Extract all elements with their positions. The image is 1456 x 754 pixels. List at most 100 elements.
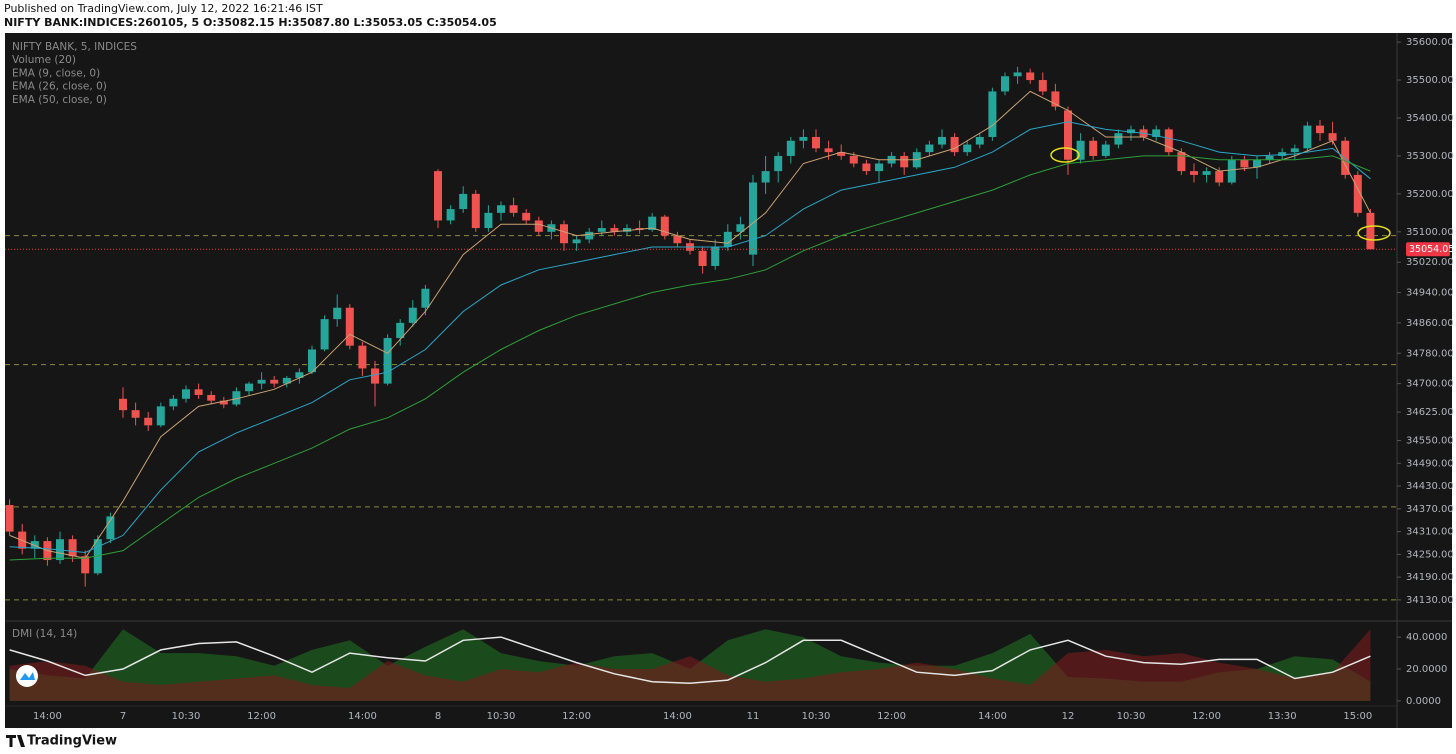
candle-body: [1366, 212, 1375, 250]
y-tick-label: 35020.00: [1406, 257, 1454, 268]
candle-body: [497, 205, 505, 213]
candle-body: [1290, 148, 1299, 153]
last-price-box: [1406, 242, 1450, 257]
candle-body: [648, 216, 657, 230]
candle-body: [761, 171, 770, 183]
legend-entry: EMA (26, close, 0): [12, 81, 107, 93]
candle-body: [119, 398, 127, 411]
y-tick-label: 20.0000: [1406, 664, 1447, 675]
x-tick-label: 12:00: [1192, 711, 1221, 722]
candle-body: [1190, 171, 1198, 175]
candle-body: [358, 345, 367, 369]
x-tick-label: 10:30: [172, 711, 201, 722]
y-tick-label: 34490.00: [1406, 458, 1454, 469]
candle-body: [849, 155, 858, 164]
candle-body: [534, 220, 543, 232]
candle-body: [408, 307, 417, 323]
y-tick-label: 34940.00: [1406, 288, 1454, 299]
candle-body: [1177, 152, 1186, 172]
candle-body: [257, 379, 266, 384]
x-tick-label: 10:30: [1117, 711, 1146, 722]
candle-body: [446, 209, 455, 221]
candle-body: [371, 368, 379, 384]
y-tick-label: 35300.00: [1406, 151, 1454, 162]
candle-body: [1064, 110, 1072, 160]
candle-body: [799, 136, 808, 141]
tv-badge-icon: [20, 672, 35, 680]
candle-body: [1265, 155, 1274, 160]
adx-line: [9, 636, 1371, 685]
candle-body: [295, 372, 304, 378]
candle-body: [1353, 174, 1362, 213]
y-tick-label: 35400.00: [1406, 113, 1454, 124]
candle-body: [1101, 144, 1110, 156]
candle-body: [812, 136, 820, 149]
candle-body: [1026, 72, 1035, 81]
x-tick-label: 13:30: [1268, 711, 1297, 722]
candle-body: [1341, 140, 1350, 175]
candle-body: [749, 182, 757, 255]
x-tick-label: 15:00: [1343, 711, 1372, 722]
y-tick-label: 34550.00: [1406, 436, 1454, 447]
candle-body: [434, 171, 442, 221]
candle-body: [723, 231, 732, 248]
y-tick-label: 34625.00: [1406, 407, 1454, 418]
y-tick-label: 0.0000: [1406, 696, 1441, 707]
legend-entry: EMA (50, close, 0): [12, 94, 107, 106]
candle-body: [106, 516, 115, 540]
brand-name: TradingView: [27, 734, 117, 749]
x-tick-label: 14:00: [33, 711, 62, 722]
candle-body: [950, 136, 959, 153]
chart-background: [5, 33, 1452, 728]
candle-body: [1001, 76, 1009, 92]
legend-entry: NIFTY BANK, 5, INDICES: [12, 41, 137, 53]
candle-body: [169, 398, 178, 407]
candle-body: [1114, 133, 1123, 145]
y-tick-label: 35600.00: [1406, 37, 1454, 48]
candle-body: [660, 216, 669, 236]
candle-body: [245, 383, 253, 392]
candle-body: [68, 539, 77, 557]
candle-body: [1013, 72, 1022, 77]
candle-body: [1051, 91, 1060, 107]
candle-body: [673, 235, 682, 244]
candle-body: [1202, 171, 1211, 175]
candle-body: [1164, 129, 1173, 153]
candle-body: [182, 389, 190, 399]
x-tick-label: 12:00: [877, 711, 906, 722]
candle-body: [900, 155, 909, 168]
x-tick-label: 12:00: [562, 711, 591, 722]
x-tick-label: 14:00: [663, 711, 692, 722]
candle-body: [711, 247, 720, 266]
candle-body: [560, 224, 568, 244]
y-tick-label: 34860.00: [1406, 318, 1454, 329]
candle-body: [875, 163, 883, 172]
candle-body: [459, 193, 468, 210]
candle-body: [270, 379, 279, 384]
candle-body: [862, 163, 871, 172]
pane-title: DMI (14, 14): [12, 628, 77, 640]
annotation-ellipse: [1050, 147, 1080, 163]
dmi-area: [9, 629, 1371, 701]
candle-body: [824, 148, 833, 153]
candle-body: [484, 212, 493, 229]
y-tick-label: 35200.00: [1406, 189, 1454, 200]
candle-body: [282, 377, 291, 384]
last-price-label: 35054.05: [1409, 244, 1454, 255]
x-tick-label: 10:30: [487, 711, 516, 722]
candle-body: [30, 541, 39, 549]
candle-body: [421, 288, 430, 308]
x-tick-label: 7: [120, 711, 126, 722]
y-tick-label: 34190.00: [1406, 572, 1454, 583]
candle-body: [207, 394, 216, 401]
x-tick-label: 12:00: [247, 711, 276, 722]
y-tick-label: 34430.00: [1406, 481, 1454, 492]
candle-body: [144, 417, 153, 426]
plot-layer: 35600.00 35500.00 35400.00 35300.00 35200.00…: [5, 37, 1454, 722]
ema-line: [9, 90, 1371, 559]
candle-body: [471, 193, 480, 229]
candle-body: [194, 389, 203, 395]
y-tick-label: 34250.00: [1406, 549, 1454, 560]
candle-body: [383, 338, 392, 384]
annotation-ellipse: [1357, 225, 1391, 241]
